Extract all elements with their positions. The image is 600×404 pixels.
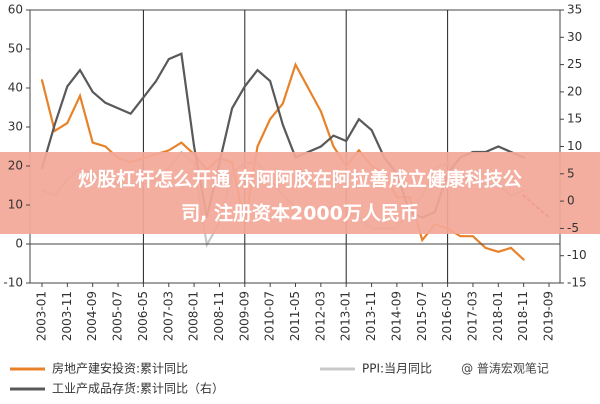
x-tick-label: 2014-09	[389, 291, 403, 341]
y2-tick-label: -15	[567, 276, 587, 290]
x-tick-label: 2005-07	[111, 291, 125, 341]
y2-tick-label: 25	[567, 57, 582, 71]
x-tick-label: 2010-07	[263, 291, 277, 341]
x-tick-label: 2003-11	[60, 291, 74, 341]
x-tick-label: 2003-01	[35, 291, 49, 341]
x-tick-label: 2013-01	[339, 291, 353, 341]
x-tick-label: 2008-01	[187, 291, 201, 341]
y-tick-label: 0	[15, 237, 23, 251]
x-tick-label: 2012-03	[313, 291, 327, 341]
y2-tick-label: -5	[567, 221, 579, 235]
y2-tick-label: 5	[567, 166, 575, 180]
y2-tick-label: 20	[567, 84, 582, 98]
y-tick-label: -10	[3, 276, 23, 290]
x-tick-label: 2017-03	[465, 291, 479, 341]
legend-label: PPI:当月同比	[362, 362, 432, 376]
banner-text: 炒股杠杆怎么开通 东阿阿胶在阿拉善成立健康科技公	[78, 168, 522, 191]
x-tick-label: 2007-03	[161, 291, 175, 341]
banner	[0, 152, 600, 234]
x-tick-label: 2019-09	[542, 291, 556, 341]
x-tick-label: 2011-05	[288, 291, 302, 341]
legend-label: 房地产建安投资:累计同比	[52, 361, 188, 376]
banner-text: 司, 注册资本2000万人民币	[181, 202, 419, 225]
y-tick-label: 10	[8, 198, 23, 212]
legend-label: 工业产成品存货:累计同比（右）	[52, 381, 224, 396]
x-tick-label: 2008-11	[212, 291, 226, 341]
y2-tick-label: 30	[567, 30, 582, 44]
x-tick-label: 2009-09	[237, 291, 251, 341]
plot	[40, 10, 551, 283]
y2-tick-label: 10	[567, 139, 582, 153]
y-tick-label: 50	[8, 42, 23, 56]
x-tick-label: 2006-05	[136, 291, 150, 341]
x-tick-label: 2015-07	[415, 291, 429, 341]
y2-tick-label: 0	[567, 194, 575, 208]
y-tick-label: 30	[8, 120, 23, 134]
y-tick-label: 40	[8, 81, 23, 95]
watermark: @ 普涛宏观笔记	[461, 361, 549, 376]
y2-tick-label: -10	[567, 248, 587, 262]
x-tick-label: 2004-09	[85, 291, 99, 341]
x-tick-label: 2018-11	[516, 291, 530, 341]
x-tick-label: 2018-01	[491, 291, 505, 341]
x-tick-label: 2013-11	[364, 291, 378, 341]
y2-tick-label: 35	[567, 3, 582, 17]
x-tick-label: 2016-05	[440, 291, 454, 341]
y-tick-label: 20	[8, 159, 23, 173]
y-tick-label: 60	[8, 3, 23, 17]
y2-tick-label: 15	[567, 112, 582, 126]
